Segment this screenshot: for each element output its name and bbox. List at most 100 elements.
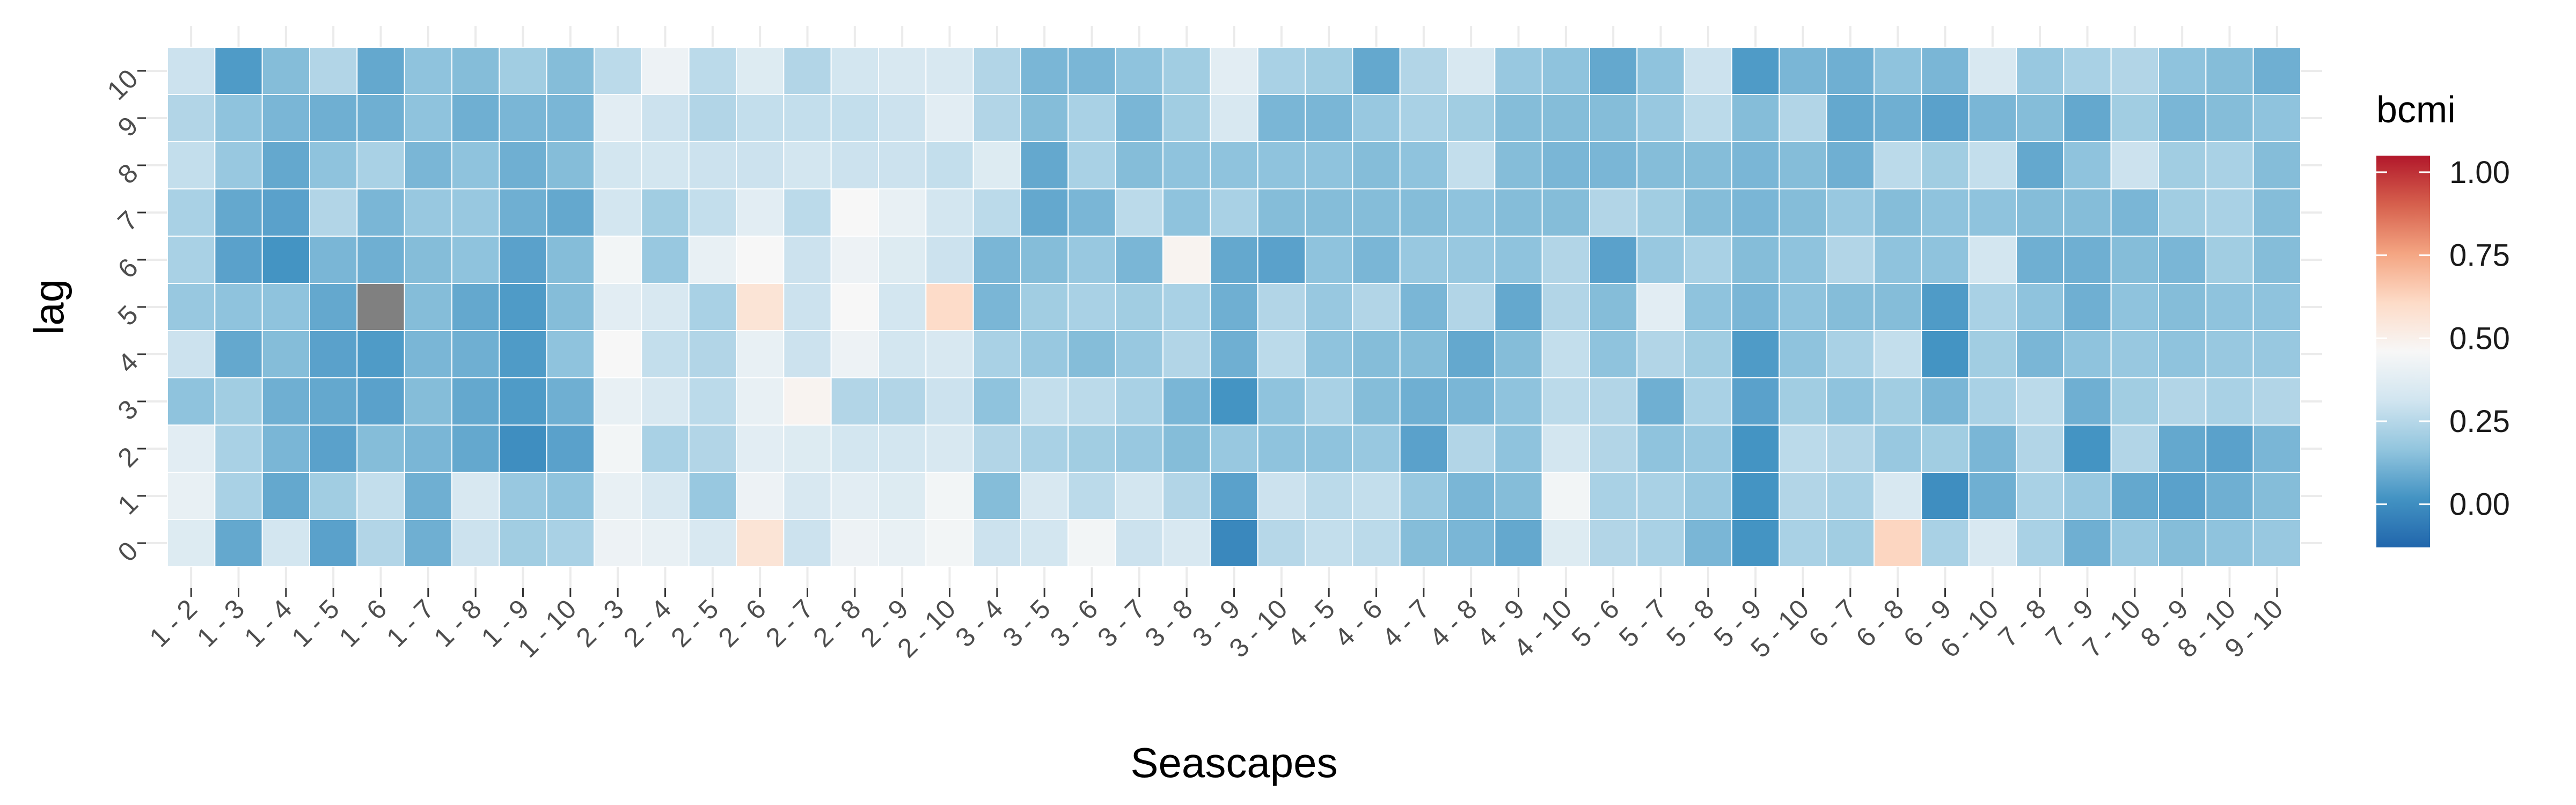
heatmap-cell	[925, 188, 974, 237]
heatmap-cell	[1779, 472, 1827, 520]
heatmap-cell	[1779, 283, 1827, 331]
heatmap-cell	[167, 425, 216, 473]
heatmap-cell	[1921, 188, 1970, 237]
heatmap-cell	[2158, 330, 2207, 378]
heatmap-cell	[214, 47, 263, 95]
heatmap-cell	[1447, 94, 1496, 142]
heatmap-cell	[1541, 425, 1591, 473]
heatmap-cell	[546, 519, 595, 567]
heatmap-cell	[356, 330, 405, 378]
heatmap-cell	[688, 47, 737, 95]
heatmap-cell	[261, 188, 310, 237]
heatmap-cell	[499, 472, 547, 520]
heatmap-cell	[2158, 236, 2207, 284]
heatmap-cell	[214, 188, 263, 237]
heatmap-cell	[214, 330, 263, 378]
heatmap-cell	[1874, 377, 1922, 426]
heatmap-cell	[2205, 236, 2254, 284]
heatmap-cell	[783, 472, 832, 520]
heatmap-cell	[925, 94, 974, 142]
heatmap-cell	[688, 94, 737, 142]
heatmap-cell	[925, 236, 974, 284]
heatmap-cell	[2016, 472, 2065, 520]
heatmap-cell	[1921, 377, 1970, 426]
heatmap-cell	[1447, 141, 1496, 189]
heatmap-cell	[309, 188, 358, 237]
heatmap-cell	[783, 425, 832, 473]
heatmap-cell	[1826, 425, 1875, 473]
heatmap-cell	[2110, 236, 2160, 284]
heatmap-cell	[688, 236, 737, 284]
heatmap-cell	[1494, 283, 1543, 331]
heatmap-cell	[1968, 188, 2017, 237]
heatmap-cell	[1210, 425, 1258, 473]
heatmap-cell	[1636, 188, 1685, 237]
heatmap-cell	[830, 330, 879, 378]
heatmap-cell	[1257, 519, 1306, 567]
heatmap-cell	[736, 283, 785, 331]
heatmap-cell	[1968, 141, 2017, 189]
heatmap-cell	[2158, 377, 2207, 426]
heatmap-cell	[2205, 472, 2254, 520]
heatmap-cell	[1067, 141, 1116, 189]
heatmap-cell	[1399, 94, 1448, 142]
heatmap-cell	[1779, 330, 1827, 378]
heatmap-cell	[451, 47, 500, 95]
heatmap-cell	[1020, 236, 1069, 284]
heatmap-cell	[2063, 519, 2112, 567]
heatmap-cell	[214, 94, 263, 142]
heatmap-cell	[736, 377, 785, 426]
heatmap-cell	[214, 425, 263, 473]
heatmap-cell	[404, 47, 453, 95]
heatmap-cell	[451, 519, 500, 567]
heatmap-cell	[1447, 188, 1496, 237]
heatmap-cell	[1731, 236, 1780, 284]
heatmap-cell	[1447, 519, 1496, 567]
heatmap-cell	[641, 519, 690, 567]
heatmap-cell	[688, 283, 737, 331]
heatmap-cell	[1826, 236, 1875, 284]
heatmap-cell	[1399, 472, 1448, 520]
heatmap-cell	[1067, 519, 1116, 567]
heatmap-cell	[736, 472, 785, 520]
heatmap-cell	[1874, 330, 1922, 378]
heatmap-cell	[1447, 377, 1496, 426]
heatmap-cell	[1115, 94, 1164, 142]
heatmap-cell	[1874, 94, 1922, 142]
heatmap-cell	[925, 283, 974, 331]
heatmap-cell	[1257, 47, 1306, 95]
heatmap-cell	[2205, 141, 2254, 189]
heatmap-cell	[1684, 283, 1733, 331]
heatmap-cell	[641, 377, 690, 426]
heatmap-cell	[1779, 94, 1827, 142]
heatmap-cell	[2158, 188, 2207, 237]
heatmap-cell	[1589, 377, 1638, 426]
heatmap-cell	[1636, 472, 1685, 520]
heatmap-cell	[1352, 188, 1401, 237]
heatmap-cell	[1731, 519, 1780, 567]
heatmap-cell	[1684, 425, 1733, 473]
heatmap-cell	[1020, 94, 1069, 142]
heatmap-cell	[1826, 330, 1875, 378]
heatmap-cell	[736, 188, 785, 237]
heatmap-cell	[1589, 47, 1638, 95]
heatmap-cell	[1636, 330, 1685, 378]
heatmap-cell	[1447, 330, 1496, 378]
heatmap-cell	[309, 141, 358, 189]
heatmap-cell	[925, 425, 974, 473]
heatmap-cell	[214, 519, 263, 567]
heatmap-cell	[2252, 283, 2301, 331]
heatmap-cell	[2063, 330, 2112, 378]
heatmap-cell	[736, 425, 785, 473]
heatmap-cell	[736, 519, 785, 567]
heatmap-cell	[404, 94, 453, 142]
heatmap-cell	[878, 47, 927, 95]
heatmap-cell	[594, 425, 642, 473]
heatmap-cell	[1589, 236, 1638, 284]
heatmap-cell	[972, 188, 1021, 237]
heatmap-cell	[1399, 236, 1448, 284]
legend-ticks: 1.00 0.75 0.50 0.25 0.00	[2376, 155, 2510, 522]
heatmap-cell	[2016, 47, 2065, 95]
heatmap-cell	[261, 94, 310, 142]
heatmap-cell	[1067, 47, 1116, 95]
